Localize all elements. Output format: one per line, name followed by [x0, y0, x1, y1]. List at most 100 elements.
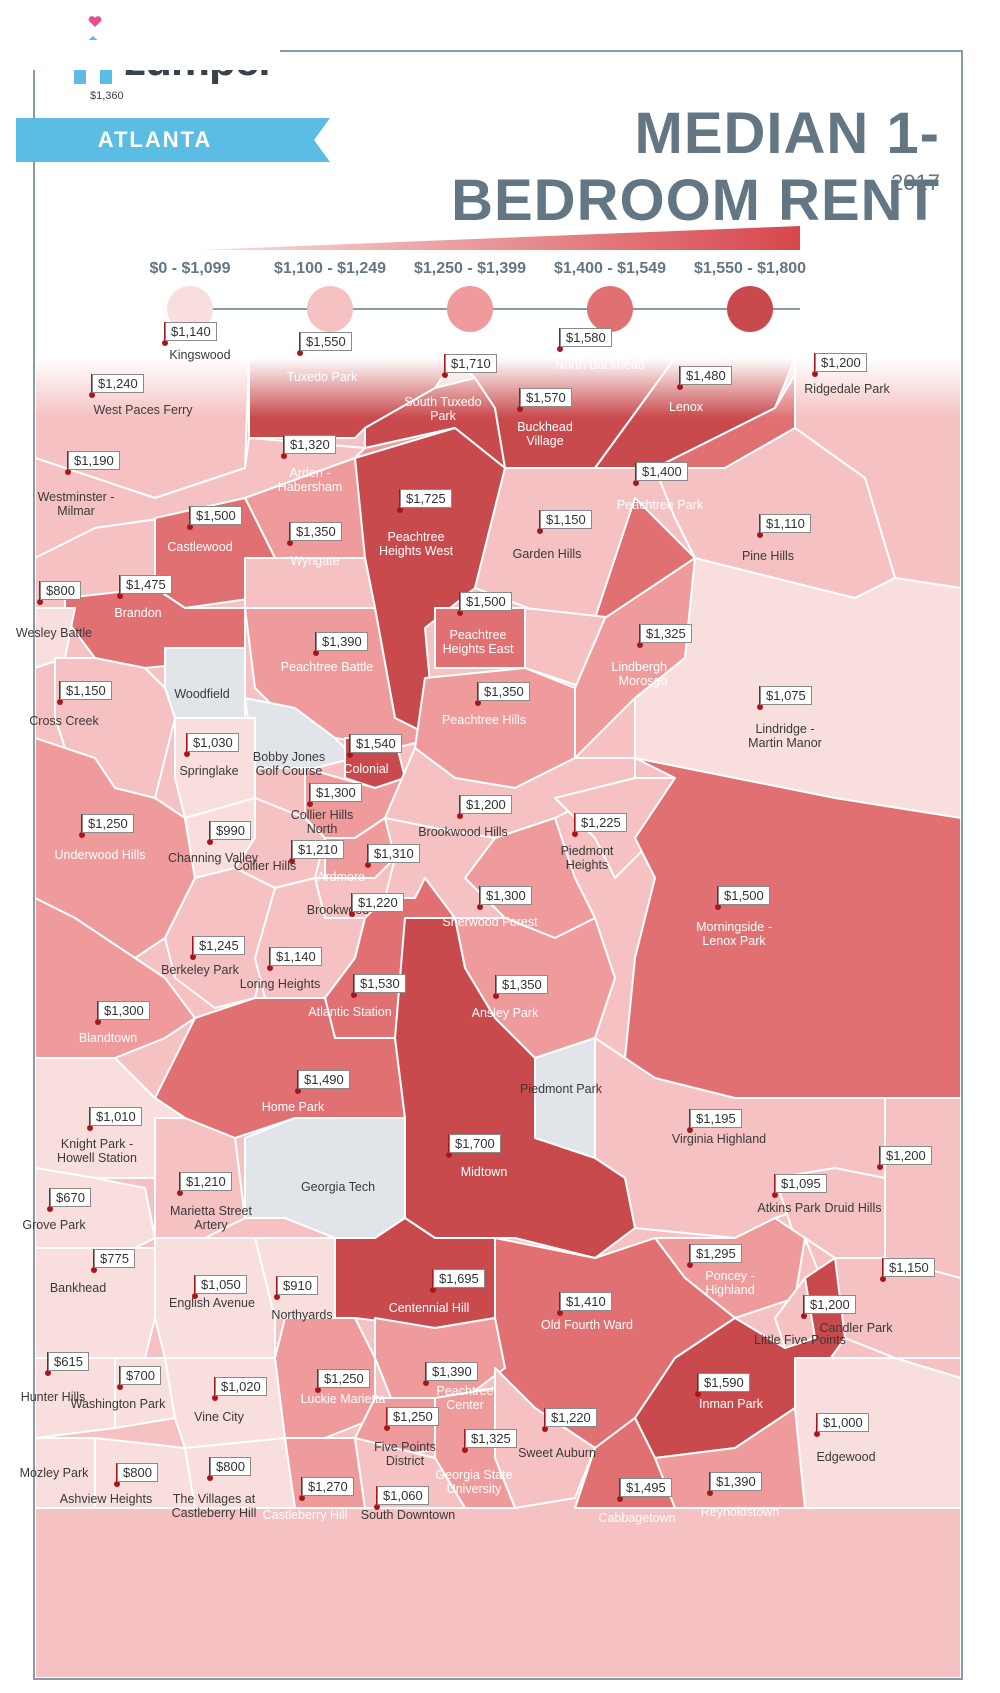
neighborhood-name: Inman Park [699, 1397, 763, 1411]
price-pole [717, 886, 718, 906]
pin-icon [79, 832, 85, 838]
neighborhood-name: Centennial Hill [388, 1301, 470, 1315]
neighborhood-name: Tuxedo Park [286, 370, 358, 384]
price-label: $1,490 [298, 1070, 350, 1089]
pin-icon [707, 1490, 713, 1496]
neighborhood-name: Westminster - Milmar [37, 490, 115, 518]
neighborhood-name: Vine City [194, 1410, 244, 1424]
city-label: ATLANTA [97, 127, 213, 152]
neighborhood-name: Wesley Battle [15, 626, 93, 640]
price-pole [192, 936, 193, 956]
price-pole [803, 1295, 804, 1315]
heart-icon [88, 16, 102, 27]
neighborhood-name: Channing Valley [167, 851, 259, 865]
neighborhood-name: Collier Hills [233, 859, 297, 873]
price-pole [269, 947, 270, 967]
price-label: $1,210 [292, 840, 344, 859]
price-pole [209, 821, 210, 841]
neighborhood-name: The Villages at Castleberry Hill [171, 1492, 257, 1520]
neighborhood-name: Morningside - Lenox Park [696, 920, 772, 948]
pin-icon [557, 346, 563, 352]
price-pole [49, 1188, 50, 1208]
price-label: $1,500 [718, 886, 770, 905]
pin-icon [207, 839, 213, 845]
neighborhood-name: Colonial [343, 762, 389, 776]
neighborhood-name: South Tuxedo Park [404, 395, 482, 423]
pin-icon [397, 507, 403, 513]
price-pole [299, 332, 300, 352]
price-pole [539, 510, 540, 530]
price-label: $1,245 [193, 936, 245, 955]
price-pole [297, 1070, 298, 1090]
price-pole [67, 451, 68, 471]
price-pole [759, 686, 760, 706]
neighborhood-name: Sweet Auburn [518, 1446, 596, 1460]
price-label: $1,390 [426, 1362, 478, 1381]
pin-icon [812, 371, 818, 377]
price-pole [119, 575, 120, 595]
pin-icon [192, 1293, 198, 1299]
pin-icon [117, 1384, 123, 1390]
price-label: $1,270 [302, 1477, 354, 1496]
pin-icon [37, 599, 43, 605]
price-pole [697, 1373, 698, 1393]
price-pole [81, 814, 82, 834]
price-label: $1,550 [300, 332, 352, 351]
price-label: $1,010 [90, 1107, 142, 1126]
price-pole [301, 1477, 302, 1497]
neighborhood-name: Midtown [460, 1165, 508, 1179]
price-pole [309, 783, 310, 803]
region-vine-city [164, 1357, 286, 1449]
neighborhood-name: Woodfield [174, 687, 230, 701]
price-pole [444, 354, 445, 374]
pin-icon [295, 1088, 301, 1094]
pin-icon [347, 752, 353, 758]
neighborhood-name: Peachtree Battle [280, 660, 374, 674]
neighborhood-name: English Avenue [169, 1296, 255, 1310]
price-label: $1,695 [433, 1269, 485, 1288]
price-pole [774, 1174, 775, 1194]
pin-icon [299, 1495, 305, 1501]
neighborhood-name: Berkeley Park [161, 963, 239, 977]
pin-icon [633, 480, 639, 486]
price-pole [635, 462, 636, 482]
pin-icon [475, 700, 481, 706]
price-label: $1,060 [377, 1486, 429, 1505]
price-label: $1,200 [815, 353, 867, 372]
price-pole [376, 1486, 377, 1506]
price-label: $1,710 [445, 354, 497, 373]
neighborhood-name: Northyards [271, 1308, 333, 1322]
price-pole [816, 1413, 817, 1433]
pin-icon [117, 593, 123, 599]
neighborhood-name: Lenox [668, 400, 704, 414]
brand-subtext: $1,360 [90, 90, 124, 102]
pin-icon [430, 1287, 436, 1293]
pin-icon [687, 1127, 693, 1133]
neighborhood-name: Peachtree Heights West [378, 530, 454, 558]
neighborhood-name: Lindridge - Martin Manor [748, 722, 822, 750]
neighborhood-name: Piedmont Heights [560, 844, 614, 872]
price-pole [759, 514, 760, 534]
price-pole [349, 734, 350, 754]
pin-icon [423, 1380, 429, 1386]
neighborhood-name: Peachtree Center [436, 1384, 494, 1412]
pin-icon [617, 1496, 623, 1502]
price-pole [276, 1276, 277, 1296]
pin-icon [637, 642, 643, 648]
price-pole [353, 974, 354, 994]
pin-icon [307, 801, 313, 807]
price-pole [189, 506, 190, 526]
legend-dot-2 [447, 286, 493, 332]
neighborhood-name: Washington Park [70, 1397, 166, 1411]
neighborhood-name: Mozley Park [19, 1466, 89, 1480]
price-label: $775 [94, 1249, 135, 1268]
pin-icon [91, 1267, 97, 1273]
price-pole [459, 795, 460, 815]
pin-icon [184, 751, 190, 757]
price-label: $1,300 [98, 1001, 150, 1020]
neighborhood-name: Arden - Habersham [277, 466, 343, 494]
neighborhood-name: Atlantic Station [308, 1005, 392, 1019]
price-label: $1,390 [710, 1472, 762, 1491]
price-pole [164, 322, 165, 342]
price-label: $800 [210, 1457, 251, 1476]
